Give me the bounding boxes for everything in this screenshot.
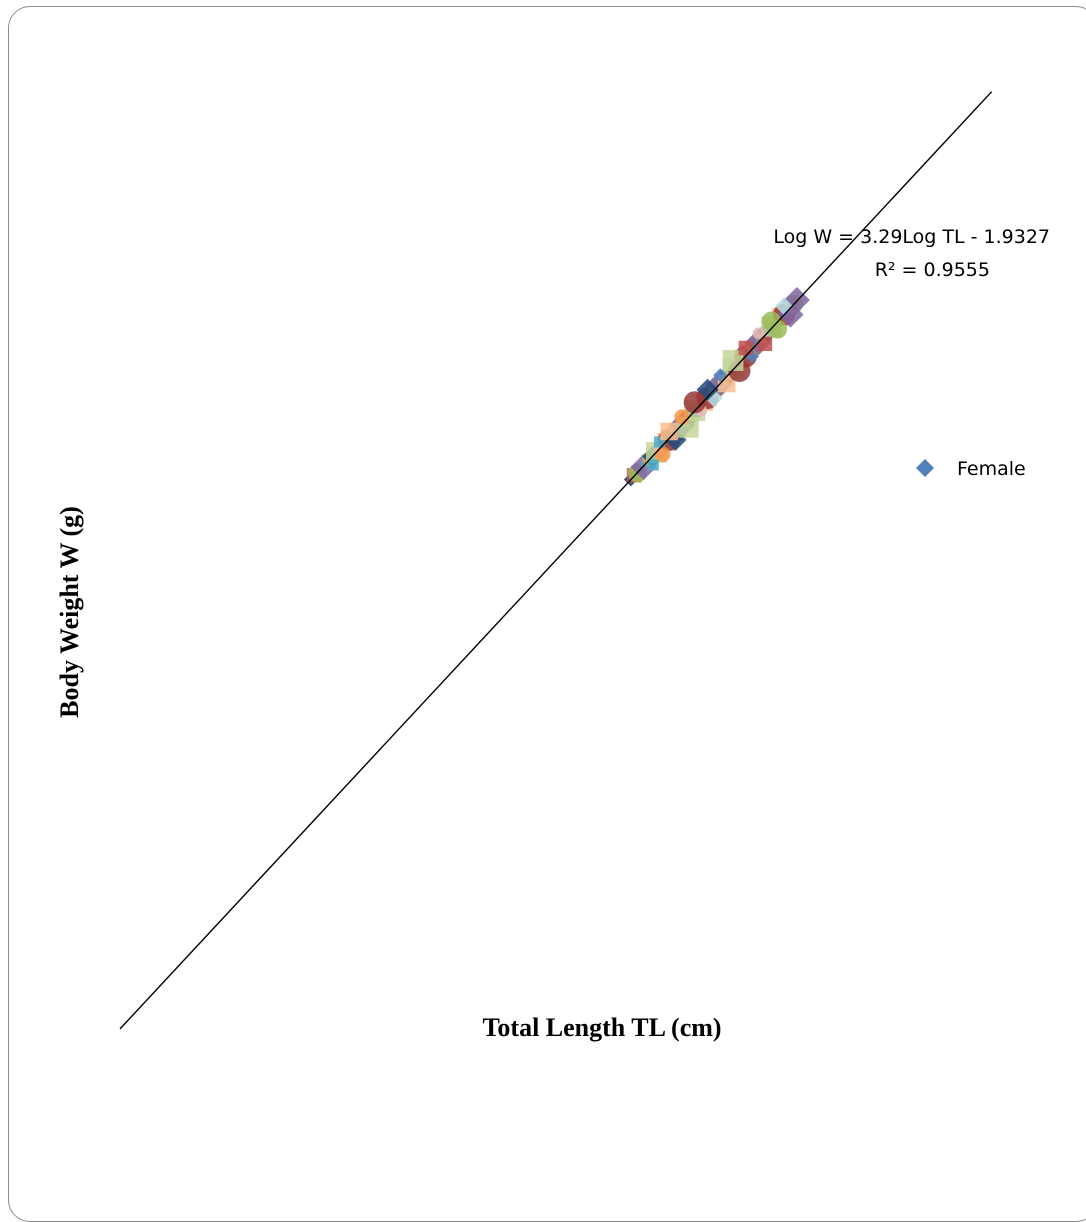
data-point	[752, 327, 765, 340]
trendline-equation: Log W = 3.29Log TL - 1.9327	[773, 226, 1050, 248]
data-point	[683, 391, 706, 414]
data-point	[674, 409, 690, 425]
data-point	[653, 436, 666, 448]
y-axis-title: Body Weight W (g)	[55, 506, 84, 718]
data-point	[660, 422, 678, 441]
data-point	[655, 446, 671, 463]
trendline	[119, 91, 993, 1030]
data-point	[761, 311, 781, 331]
legend-marker-female	[916, 459, 934, 477]
data-point	[738, 340, 753, 356]
x-axis-title: Total Length TL (cm)	[482, 1013, 721, 1042]
legend: Female	[916, 458, 1026, 480]
data-point	[647, 459, 659, 471]
legend-label-female: Female	[957, 458, 1026, 480]
chart-frame	[8, 6, 1086, 1222]
data-point	[722, 350, 744, 371]
data-point	[713, 368, 728, 383]
trendline-r2: R² = 0.9555	[875, 259, 990, 281]
